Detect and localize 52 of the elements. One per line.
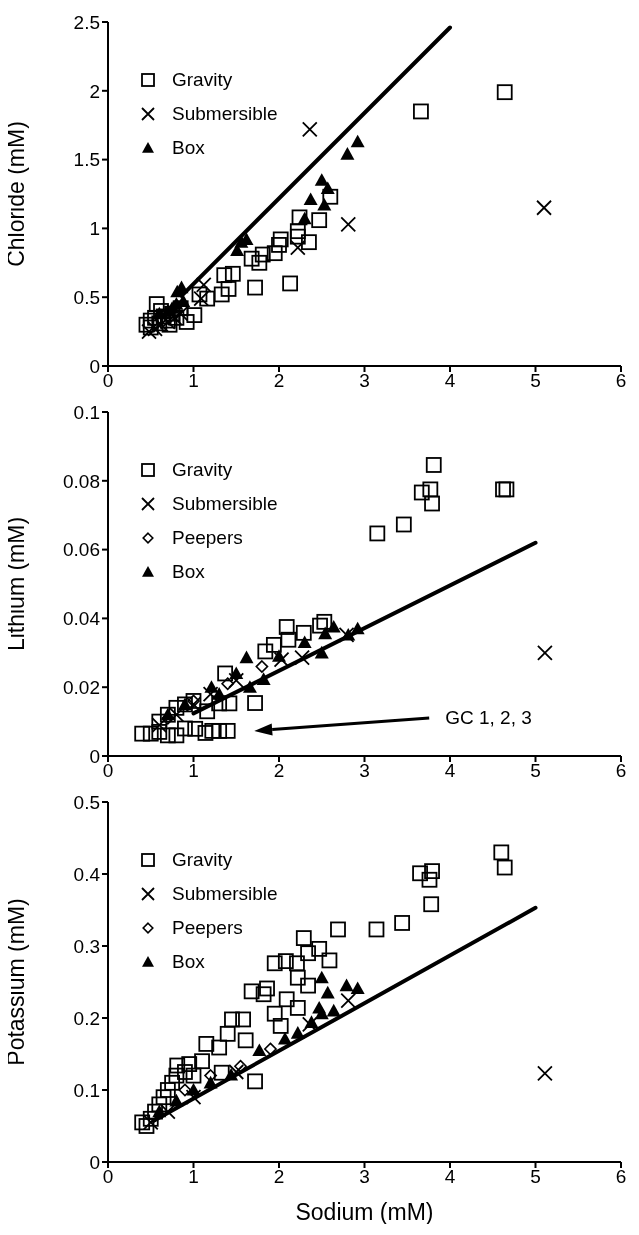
y-tick-label: 0.5 — [73, 286, 100, 308]
y-tick-label: 0.04 — [63, 608, 101, 630]
y-tick-label: 0.06 — [63, 539, 100, 561]
y-tick-label: 2 — [89, 80, 100, 102]
legend-label: Box — [172, 137, 205, 159]
x-tick-label: 6 — [615, 370, 627, 392]
x-tick-label: 4 — [444, 760, 456, 782]
x-tick-label: 5 — [530, 760, 541, 782]
legend-label: Box — [172, 951, 205, 973]
y-tick-label: 0.3 — [73, 935, 100, 957]
legend-label: Submersible — [172, 883, 278, 905]
y-axis-title: Chloride (mM) — [3, 121, 30, 267]
y-tick-label: 1 — [89, 218, 100, 240]
x-tick-label: 4 — [444, 370, 456, 392]
x-tick-label: 5 — [530, 370, 541, 392]
y-tick-label: 0.2 — [73, 1007, 100, 1029]
legend-label: Box — [172, 561, 205, 583]
x-tick-label: 3 — [359, 1166, 370, 1188]
y-axis-title: Potassium (mM) — [3, 898, 30, 1066]
x-tick-label: 4 — [444, 1166, 456, 1188]
x-tick-label: 1 — [188, 370, 199, 392]
y-tick-label: 0 — [89, 355, 100, 377]
y-tick-label: 0.02 — [63, 676, 100, 698]
x-tick-label: 2 — [273, 370, 285, 392]
y-tick-label: 0.1 — [73, 401, 100, 423]
x-tick-label: 1 — [188, 760, 199, 782]
x-tick-label: 5 — [530, 1166, 541, 1188]
y-axis-title: Lithium (mM) — [3, 516, 30, 652]
legend-label: Gravity — [172, 69, 233, 91]
legend-label: Peepers — [172, 917, 243, 939]
y-tick-label: 0.5 — [73, 791, 100, 813]
y-tick-label: 0.08 — [63, 470, 100, 492]
x-tick-label: 6 — [615, 760, 627, 782]
x-tick-label: 3 — [359, 760, 370, 782]
y-tick-label: 2.5 — [73, 11, 100, 33]
y-tick-label: 0 — [89, 1151, 100, 1173]
legend-label: Gravity — [172, 459, 233, 481]
y-tick-label: 0 — [89, 745, 100, 767]
x-tick-label: 1 — [188, 1166, 199, 1188]
legend-label: Peepers — [172, 527, 243, 549]
x-tick-label: 3 — [359, 370, 370, 392]
y-tick-label: 0.1 — [73, 1079, 100, 1101]
x-tick-label: 2 — [273, 1166, 285, 1188]
legend-label: Submersible — [172, 103, 278, 125]
x-axis-title: Sodium (mM) — [295, 1199, 434, 1225]
x-tick-label: 6 — [615, 1166, 627, 1188]
legend-label: Gravity — [172, 849, 233, 871]
y-tick-label: 1.5 — [73, 149, 100, 171]
x-tick-label: 2 — [273, 760, 285, 782]
y-tick-label: 0.4 — [73, 863, 101, 885]
legend-label: Submersible — [172, 493, 278, 515]
annotation: GC 1, 2, 3 — [445, 706, 532, 728]
